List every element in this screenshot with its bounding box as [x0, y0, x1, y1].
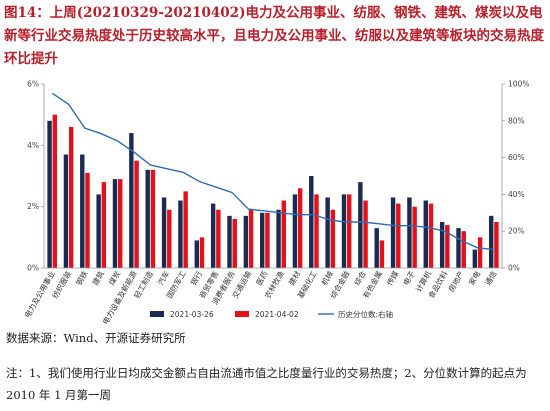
bar-series2: [330, 209, 336, 268]
bar-series2: [428, 203, 434, 268]
y-right-tick-label: 60%: [508, 153, 525, 162]
bar-series2: [248, 209, 254, 268]
bar-series2: [199, 237, 205, 268]
bar-series2: [232, 218, 237, 268]
x-category-label: 医药: [253, 269, 269, 287]
bar-series2: [52, 114, 57, 269]
bar-series1: [227, 215, 232, 268]
bar-series1: [309, 176, 314, 268]
bar-series2: [314, 194, 319, 268]
footnote-text: 注：1、我们使用行业日均成交金额占自由流通市值之比度量行业的交易热度；2、分位数…: [6, 366, 527, 402]
bar-series1: [63, 154, 69, 268]
bar-series1: [439, 222, 445, 268]
bar-series2: [461, 231, 466, 268]
bar-series1: [243, 215, 249, 268]
x-category-label: 通信: [482, 269, 498, 287]
bar-series2: [412, 206, 417, 268]
bar-series1: [358, 182, 363, 268]
bar-series2: [167, 209, 172, 268]
bar-series1: [456, 228, 461, 268]
x-category-label: 煤炭: [106, 269, 122, 287]
bar-series2: [68, 126, 74, 268]
y-right-tick-label: 100%: [508, 80, 529, 89]
y-left-tick-label: 4%: [27, 141, 39, 150]
bar-series1: [161, 197, 167, 268]
bar-series2: [183, 191, 188, 268]
bar-series1: [210, 203, 216, 268]
bar-series1: [47, 120, 52, 268]
bar-series1: [96, 194, 101, 268]
bar-series1: [489, 215, 494, 268]
y-right-tick-label: 40%: [508, 190, 525, 199]
bar-series1: [292, 194, 298, 268]
bar-series1: [260, 212, 265, 268]
chart-title: 图14：上周(20210329-20210402)电力及公用事业、纺服、钢铁、建…: [4, 5, 544, 67]
y-right-tick-label: 80%: [508, 116, 525, 125]
bar-series1: [423, 200, 428, 268]
x-category-label: 综合: [352, 269, 368, 287]
bar-series2: [134, 160, 139, 268]
bar-series2: [477, 237, 483, 268]
bar-series1: [129, 133, 134, 268]
bar-series1: [276, 209, 281, 268]
legend-series1-label: 2021-03-26: [170, 310, 214, 319]
data-source-text: 数据来源：Wind、开源证券研究所: [6, 331, 186, 345]
x-category-label: 钢铁: [73, 269, 89, 287]
bar-series1: [178, 200, 183, 268]
bar-series2: [265, 212, 270, 268]
x-category-label: 机械: [319, 269, 335, 287]
bar-series1: [80, 154, 85, 268]
chart-bars: [47, 114, 499, 269]
x-category-label: 传媒: [384, 269, 400, 287]
bar-series2: [101, 182, 107, 268]
bar-series2: [216, 209, 221, 268]
bar-series2: [150, 169, 156, 268]
legend-line-label: 历史分位数:右轴: [338, 309, 393, 319]
legend-series2-swatch: [235, 311, 249, 317]
chart-legend: 2021-03-26 2021-04-02 历史分位数:右轴: [150, 309, 393, 319]
bar-series2: [281, 200, 286, 268]
bar-series1: [145, 169, 150, 268]
y-left-tick-label: 0%: [27, 264, 39, 273]
bar-series2: [445, 225, 450, 268]
y-right-tick-label: 20%: [508, 227, 525, 236]
chart-line-series: [51, 92, 494, 251]
bar-series1: [374, 228, 379, 268]
bar-series2: [297, 188, 303, 268]
x-category-label: 汽车: [155, 269, 171, 287]
x-category-label: 房地产: [446, 269, 466, 293]
x-category-label: 电子: [401, 269, 417, 287]
bar-series1: [390, 197, 396, 268]
x-category-label: 建材: [286, 269, 302, 287]
bar-series1: [112, 179, 118, 268]
x-category-label: 建筑: [90, 269, 106, 287]
y-left-tick-label: 2%: [27, 202, 39, 211]
bar-series2: [379, 240, 385, 268]
bar-series1: [325, 197, 330, 268]
bar-series2: [396, 203, 401, 268]
bar-series2: [363, 200, 368, 268]
x-category-label: 家电: [466, 269, 482, 287]
bar-series2: [85, 172, 90, 268]
y-left-tick-label: 6%: [27, 80, 39, 89]
legend-series2-label: 2021-04-02: [255, 310, 299, 319]
bar-series2: [118, 179, 123, 268]
bar-series1: [194, 240, 199, 268]
bar-series1: [407, 197, 412, 268]
y-right-tick-label: 0%: [508, 264, 520, 273]
bar-series1: [341, 194, 347, 268]
bar-series1: [472, 249, 478, 268]
x-category-label: 银行: [188, 269, 204, 287]
percentile-line: [51, 92, 494, 251]
bar-series2: [347, 194, 352, 268]
bar-series2: [494, 222, 499, 268]
legend-series1-swatch: [150, 311, 164, 317]
